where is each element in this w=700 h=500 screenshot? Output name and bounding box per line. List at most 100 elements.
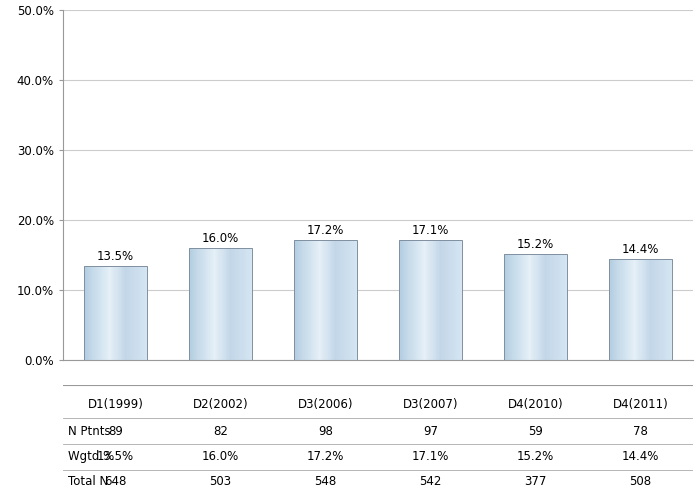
- Bar: [548, 254, 550, 360]
- Bar: [199, 248, 201, 360]
- Bar: [559, 254, 560, 360]
- Bar: [435, 240, 436, 360]
- Bar: [565, 254, 566, 360]
- Text: D4(2010): D4(2010): [508, 398, 564, 411]
- Text: N Ptnts: N Ptnts: [69, 424, 111, 438]
- Bar: [644, 259, 645, 360]
- Bar: [245, 248, 246, 360]
- Bar: [332, 240, 333, 360]
- Bar: [545, 254, 546, 360]
- Bar: [666, 259, 667, 360]
- Bar: [407, 240, 409, 360]
- Bar: [527, 254, 528, 360]
- Bar: [421, 240, 422, 360]
- Bar: [326, 240, 328, 360]
- Bar: [627, 259, 628, 360]
- Text: 14.4%: 14.4%: [622, 450, 659, 463]
- Bar: [549, 254, 550, 360]
- Bar: [246, 248, 247, 360]
- Bar: [244, 248, 245, 360]
- Bar: [626, 259, 627, 360]
- Text: Total N: Total N: [69, 476, 108, 488]
- Bar: [410, 240, 412, 360]
- Bar: [543, 254, 544, 360]
- Bar: [120, 266, 121, 360]
- Bar: [233, 248, 235, 360]
- Bar: [189, 248, 190, 360]
- Bar: [190, 248, 191, 360]
- Bar: [238, 248, 239, 360]
- Bar: [227, 248, 228, 360]
- Bar: [554, 254, 556, 360]
- Bar: [525, 254, 526, 360]
- Bar: [243, 248, 244, 360]
- Bar: [670, 259, 671, 360]
- Bar: [250, 248, 251, 360]
- Bar: [526, 254, 527, 360]
- Bar: [615, 259, 617, 360]
- Bar: [518, 254, 519, 360]
- Bar: [621, 259, 622, 360]
- Bar: [438, 240, 439, 360]
- Bar: [120, 266, 122, 360]
- Bar: [192, 248, 193, 360]
- Bar: [628, 259, 629, 360]
- Bar: [552, 254, 554, 360]
- Bar: [145, 266, 146, 360]
- Bar: [645, 259, 647, 360]
- Bar: [631, 259, 632, 360]
- Bar: [416, 240, 417, 360]
- Bar: [655, 259, 657, 360]
- Bar: [455, 240, 456, 360]
- Bar: [347, 240, 349, 360]
- Bar: [113, 266, 115, 360]
- Bar: [433, 240, 434, 360]
- Bar: [622, 259, 623, 360]
- Bar: [624, 259, 625, 360]
- Bar: [230, 248, 231, 360]
- Bar: [658, 259, 659, 360]
- Text: 59: 59: [528, 424, 543, 438]
- Bar: [629, 259, 630, 360]
- Bar: [249, 248, 250, 360]
- Bar: [97, 266, 98, 360]
- Bar: [340, 240, 342, 360]
- Bar: [445, 240, 447, 360]
- Bar: [546, 254, 547, 360]
- Bar: [611, 259, 612, 360]
- Bar: [224, 248, 225, 360]
- Bar: [431, 240, 433, 360]
- Bar: [309, 240, 310, 360]
- Bar: [207, 248, 208, 360]
- Bar: [330, 240, 331, 360]
- Bar: [403, 240, 405, 360]
- Text: Wgtd %: Wgtd %: [69, 450, 115, 463]
- Bar: [406, 240, 407, 360]
- Bar: [210, 248, 211, 360]
- Bar: [437, 240, 438, 360]
- Bar: [620, 259, 621, 360]
- Bar: [86, 266, 88, 360]
- Bar: [123, 266, 124, 360]
- Bar: [232, 248, 233, 360]
- Text: 377: 377: [524, 476, 547, 488]
- Bar: [561, 254, 563, 360]
- Bar: [223, 248, 224, 360]
- Bar: [127, 266, 128, 360]
- Bar: [410, 240, 411, 360]
- Bar: [414, 240, 416, 360]
- Bar: [105, 266, 106, 360]
- Bar: [102, 266, 103, 360]
- Bar: [556, 254, 558, 360]
- Bar: [652, 259, 653, 360]
- Bar: [195, 248, 197, 360]
- Bar: [459, 240, 460, 360]
- Bar: [630, 259, 631, 360]
- Bar: [529, 254, 531, 360]
- Bar: [139, 266, 141, 360]
- Bar: [323, 240, 325, 360]
- Bar: [402, 240, 403, 360]
- Bar: [659, 259, 661, 360]
- Bar: [519, 254, 520, 360]
- Bar: [294, 240, 357, 360]
